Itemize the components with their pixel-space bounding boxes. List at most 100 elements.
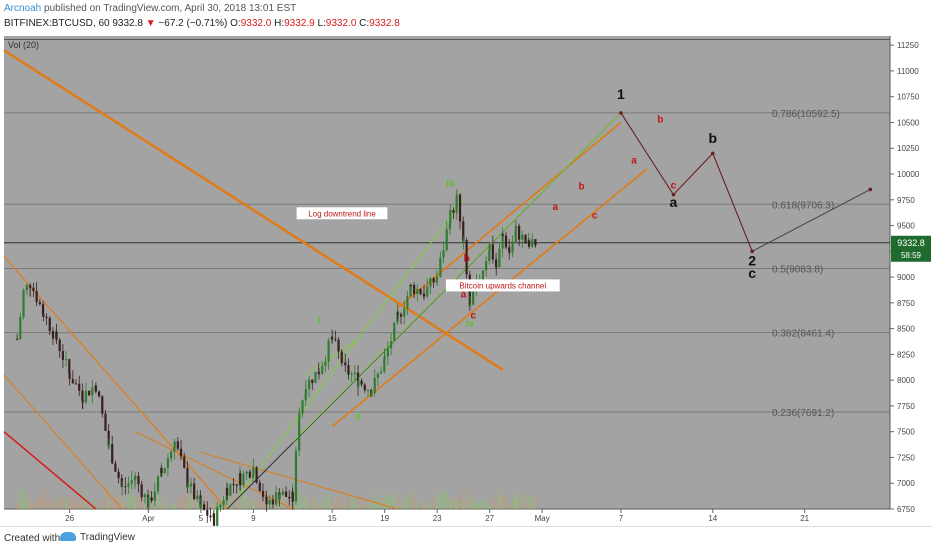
volume-bar-3 bbox=[22, 503, 25, 509]
volume-bar-27 bbox=[84, 489, 88, 509]
candle-body-203 bbox=[534, 239, 537, 246]
candle-body-47 bbox=[137, 475, 140, 485]
time-tick-label-6: 23 bbox=[433, 514, 442, 523]
candle-body-173 bbox=[462, 240, 465, 243]
ohlc-low-label: L: bbox=[317, 18, 326, 29]
candle-body-38 bbox=[114, 463, 117, 472]
candle-body-4 bbox=[25, 285, 28, 291]
ohlc-high: 9332.9 bbox=[284, 18, 315, 29]
volume-bar-109 bbox=[298, 500, 301, 509]
candle-body-137 bbox=[370, 392, 373, 397]
candle-body-12 bbox=[45, 316, 48, 318]
tradingview-logo[interactable]: TradingView bbox=[60, 532, 135, 543]
candle-body-125 bbox=[340, 351, 343, 364]
candle-body-43 bbox=[127, 483, 130, 487]
volume-bar-32 bbox=[97, 506, 101, 509]
price-tick-label-16: 10750 bbox=[897, 93, 920, 102]
volume-bar-170 bbox=[455, 501, 458, 509]
author-name[interactable]: Arcnoah bbox=[4, 3, 42, 14]
volume-bar-127 bbox=[344, 504, 347, 509]
volume-bar-42 bbox=[124, 501, 127, 509]
candle-body-196 bbox=[514, 225, 518, 230]
candle-body-155 bbox=[419, 289, 422, 295]
trendlines bbox=[3, 49, 648, 510]
price-tick-label-7: 8500 bbox=[897, 325, 915, 334]
volume-bar-56 bbox=[160, 499, 163, 509]
chart-header: Arcnoah published on TradingView.com, Ap… bbox=[0, 0, 932, 36]
volume-bar-164 bbox=[442, 493, 445, 509]
created-with-label: Created with bbox=[4, 533, 61, 544]
candle-body-197 bbox=[518, 225, 521, 240]
candle-body-21 bbox=[68, 373, 71, 380]
candle-body-17 bbox=[58, 339, 61, 352]
volume-bar-89 bbox=[248, 502, 251, 509]
volume-bar-158 bbox=[426, 504, 429, 509]
candle-body-49 bbox=[143, 494, 146, 498]
volume-bar-35 bbox=[107, 487, 110, 509]
candle-body-61 bbox=[173, 441, 176, 449]
wave-label-7: a bbox=[553, 202, 559, 213]
price-chart[interactable]: Vol (20) 0.786(10592.5) 0.618(9706.3) 0.5(… bbox=[0, 36, 932, 526]
old-trend-lines bbox=[3, 256, 398, 510]
candle-body-51 bbox=[147, 497, 150, 508]
volume-bar-67 bbox=[189, 497, 193, 509]
candle-body-114 bbox=[311, 379, 314, 384]
candle-body-81 bbox=[226, 487, 229, 496]
volume-bar-167 bbox=[449, 498, 452, 509]
volume-bar-88 bbox=[245, 497, 248, 509]
wave-label-16: 2 bbox=[748, 253, 756, 269]
candle-body-88 bbox=[245, 471, 248, 474]
projection-point-2 bbox=[711, 151, 715, 156]
time-tick-label-2: 5 bbox=[199, 514, 204, 523]
candle-body-52 bbox=[150, 497, 153, 501]
wave-label-8: b bbox=[578, 181, 584, 192]
volume-bar-182 bbox=[485, 499, 488, 509]
price-tick-label-14: 10250 bbox=[897, 144, 920, 153]
volume-bar-63 bbox=[179, 493, 183, 509]
candle-body-147 bbox=[396, 312, 399, 315]
candle-body-42 bbox=[124, 486, 127, 488]
publish-line: Arcnoah published on TradingView.com, Ap… bbox=[4, 3, 296, 14]
candle-body-19 bbox=[65, 359, 68, 361]
candle-body-108 bbox=[298, 418, 301, 451]
candle-body-187 bbox=[495, 266, 498, 268]
candle-body-165 bbox=[445, 229, 448, 251]
candle-body-135 bbox=[366, 390, 370, 392]
candle-body-122 bbox=[331, 336, 334, 339]
candle-body-91 bbox=[252, 467, 255, 475]
volume-bar-172 bbox=[462, 490, 465, 509]
trendline-green-fan-3 bbox=[305, 338, 359, 376]
volume-bar-145 bbox=[393, 492, 396, 509]
candle-body-183 bbox=[488, 251, 491, 261]
candle-body-201 bbox=[527, 240, 531, 247]
candle-body-152 bbox=[409, 284, 413, 286]
wave-label-3: iv bbox=[466, 319, 475, 330]
candle-body-73 bbox=[206, 509, 209, 516]
price-tick-label-5: 8000 bbox=[897, 376, 915, 385]
wave-label-12: c bbox=[671, 180, 677, 191]
wave-label-13: 1 bbox=[617, 86, 625, 102]
volume-bar-10 bbox=[41, 488, 45, 509]
volume-bar-0 bbox=[16, 503, 19, 509]
volume-bar-24 bbox=[78, 500, 81, 509]
candle-body-82 bbox=[229, 484, 232, 496]
candle-body-138 bbox=[373, 378, 376, 393]
volume-bar-44 bbox=[130, 495, 133, 509]
candle-body-11 bbox=[42, 314, 45, 317]
volume-bar-122 bbox=[331, 496, 334, 509]
volume-bar-86 bbox=[239, 500, 242, 509]
candle-body-78 bbox=[219, 504, 222, 508]
candle-body-36 bbox=[107, 444, 111, 447]
volume-bar-74 bbox=[209, 505, 212, 509]
volume-bar-39 bbox=[117, 494, 120, 509]
candle-body-157 bbox=[422, 293, 426, 297]
volume-bar-16 bbox=[55, 500, 58, 509]
volume-bar-187 bbox=[495, 505, 498, 509]
volume-bar-134 bbox=[363, 500, 366, 509]
volume-bar-31 bbox=[94, 502, 97, 509]
volume-bar-92 bbox=[255, 496, 258, 509]
candle-body-171 bbox=[458, 194, 462, 222]
volume-bar-38 bbox=[114, 498, 117, 509]
price-tick-label-9: 9000 bbox=[897, 273, 915, 282]
